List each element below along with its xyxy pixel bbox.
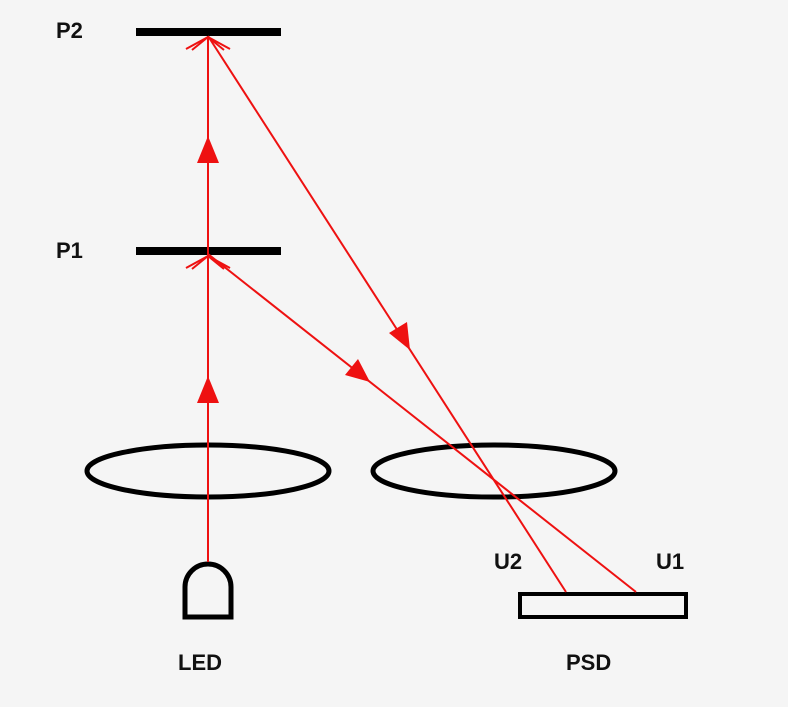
- label-p2: P2: [56, 18, 83, 43]
- lens-right: [370, 442, 618, 500]
- label-led: LED: [178, 650, 222, 675]
- arrow-up-lower: [197, 376, 219, 403]
- label-u1: U1: [656, 549, 685, 574]
- arrow-diagonal-p1: [345, 359, 370, 382]
- arrow-up-upper: [197, 136, 219, 163]
- fan-tick: [191, 36, 209, 51]
- fan-tick: [207, 36, 231, 50]
- beam-p2-to-psd: [207, 35, 567, 593]
- label-psd: PSD: [566, 650, 612, 675]
- arrow-diagonal-p2: [389, 322, 410, 350]
- fan-tick: [191, 255, 209, 270]
- psd-detector: [518, 592, 688, 619]
- label-u2: U2: [494, 549, 523, 574]
- led-source: [182, 561, 234, 620]
- fan-tick: [207, 255, 231, 269]
- beam-p1-to-psd: [207, 253, 637, 593]
- label-p1: P1: [56, 238, 83, 263]
